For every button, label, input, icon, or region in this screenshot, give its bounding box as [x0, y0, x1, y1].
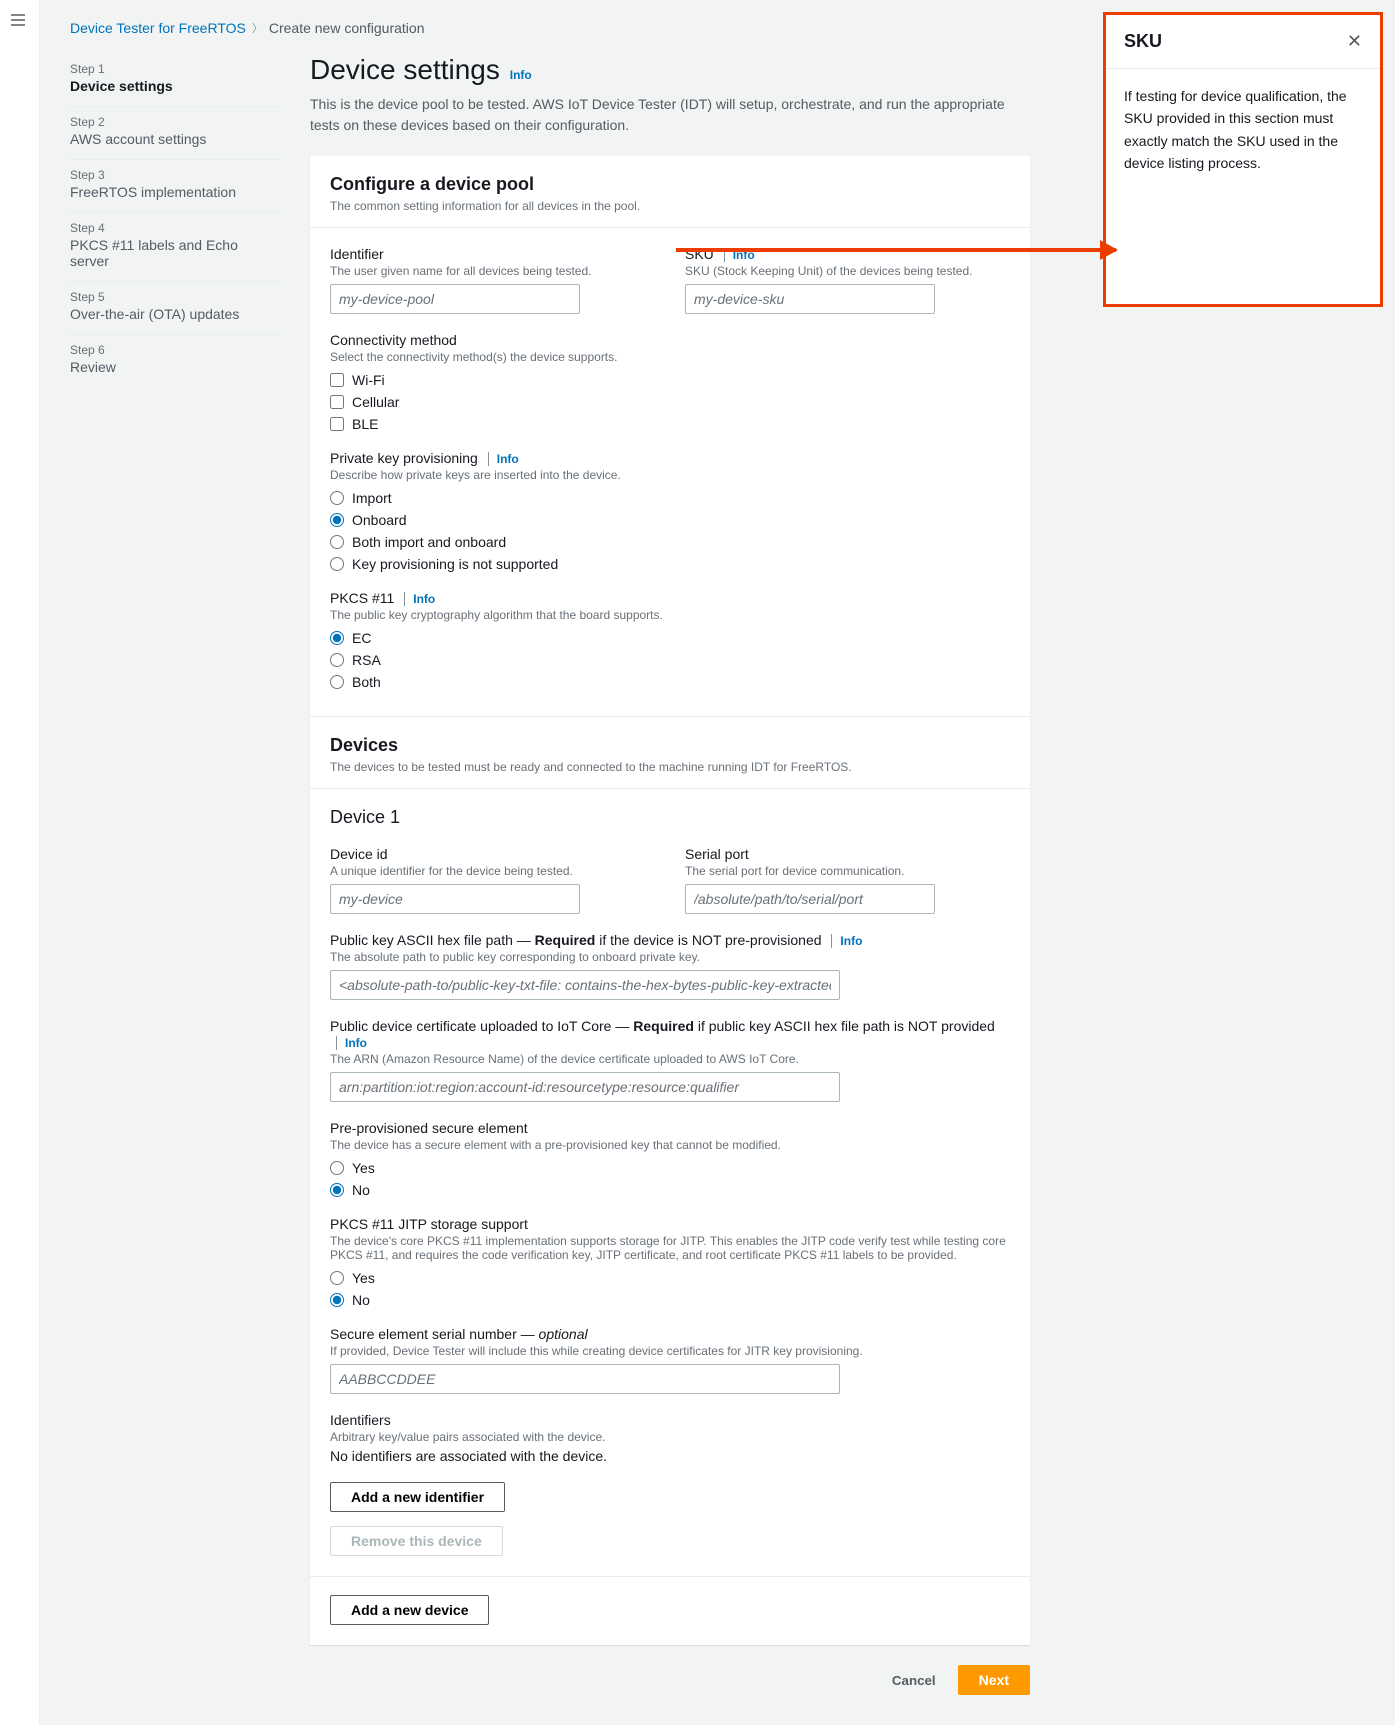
devices-header: Devices [330, 735, 1010, 756]
sku-input[interactable] [685, 284, 935, 314]
pkp-both-radio[interactable] [330, 535, 344, 549]
page-info-link[interactable]: Info [510, 68, 532, 82]
help-panel: SKU ✕ If testing for device qualificatio… [1103, 12, 1383, 307]
secure-serial-input[interactable] [330, 1364, 840, 1394]
conn-ble-checkbox[interactable] [330, 417, 344, 431]
configure-pool-panel: Configure a device pool The common setti… [310, 156, 1030, 1645]
page-title: Device settings [310, 54, 500, 85]
step-2[interactable]: Step 2AWS account settings [70, 107, 280, 160]
page-description: This is the device pool to be tested. AW… [310, 94, 1030, 136]
pkp-info-link[interactable]: Info [488, 452, 519, 466]
pkcs-both-radio[interactable] [330, 675, 344, 689]
cert-info-link[interactable]: Info [336, 1036, 367, 1050]
help-body: If testing for device qualification, the… [1106, 69, 1380, 191]
preprov-yes-radio[interactable] [330, 1161, 344, 1175]
device-id-input[interactable] [330, 884, 580, 914]
add-identifier-button[interactable]: Add a new identifier [330, 1482, 505, 1512]
pkp-onboard-radio[interactable] [330, 513, 344, 527]
pkcs-ec-radio[interactable] [330, 631, 344, 645]
pkp-import-radio[interactable] [330, 491, 344, 505]
add-device-button[interactable]: Add a new device [330, 1595, 489, 1625]
help-title: SKU [1124, 31, 1162, 52]
callout-arrow [676, 248, 1116, 252]
device-1-title: Device 1 [330, 807, 1010, 828]
jitp-no-radio[interactable] [330, 1293, 344, 1307]
step-3[interactable]: Step 3FreeRTOS implementation [70, 160, 280, 213]
remove-device-button[interactable]: Remove this device [330, 1526, 503, 1556]
step-6[interactable]: Step 6Review [70, 335, 280, 387]
breadcrumb-current: Create new configuration [269, 20, 425, 36]
conn-wifi-checkbox[interactable] [330, 373, 344, 387]
preprov-no-radio[interactable] [330, 1183, 344, 1197]
chevron-right-icon: 〉 [252, 20, 263, 36]
hamburger-icon [10, 12, 26, 28]
pool-header: Configure a device pool [330, 174, 1010, 195]
pkp-none-radio[interactable] [330, 557, 344, 571]
breadcrumb: Device Tester for FreeRTOS 〉 Create new … [70, 20, 1170, 36]
close-icon[interactable]: ✕ [1347, 31, 1362, 52]
pubkey-info-link[interactable]: Info [831, 934, 862, 948]
step-5[interactable]: Step 5Over-the-air (OTA) updates [70, 282, 280, 335]
wizard-steps: Step 1Device settings Step 2AWS account … [70, 54, 280, 1695]
cancel-button[interactable]: Cancel [880, 1667, 948, 1694]
cert-arn-input[interactable] [330, 1072, 840, 1102]
conn-cellular-checkbox[interactable] [330, 395, 344, 409]
step-4[interactable]: Step 4PKCS #11 labels and Echo server [70, 213, 280, 282]
pubkey-path-input[interactable] [330, 970, 840, 1000]
jitp-yes-radio[interactable] [330, 1271, 344, 1285]
hamburger-menu[interactable] [0, 0, 40, 1725]
serial-port-input[interactable] [685, 884, 935, 914]
next-button[interactable]: Next [958, 1665, 1030, 1695]
step-1[interactable]: Step 1Device settings [70, 54, 280, 107]
identifier-input[interactable] [330, 284, 580, 314]
pkcs-rsa-radio[interactable] [330, 653, 344, 667]
breadcrumb-root[interactable]: Device Tester for FreeRTOS [70, 20, 246, 36]
pkcs-info-link[interactable]: Info [404, 592, 435, 606]
